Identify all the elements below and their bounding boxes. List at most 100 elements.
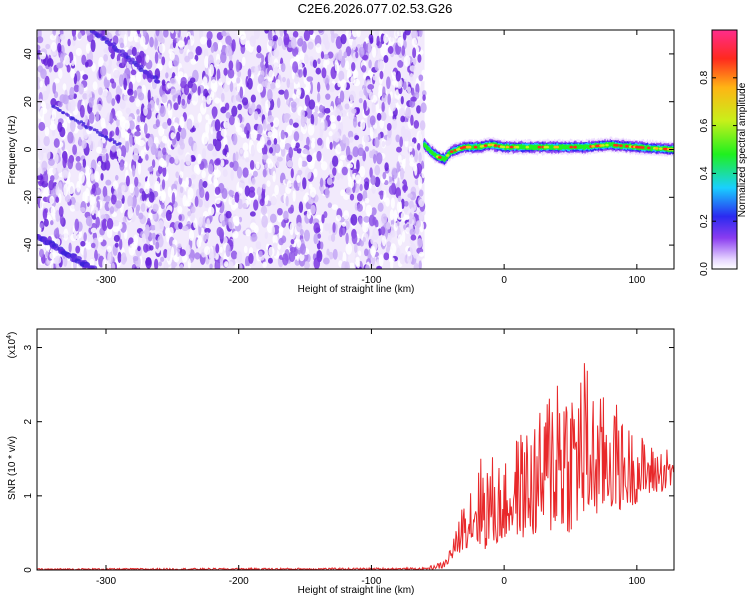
noise-blob [100,172,104,181]
noise-blob [87,167,92,176]
noise-blob [223,67,228,76]
noise-blob [243,150,249,160]
noise-blob [59,34,66,41]
noise-blob [225,111,231,119]
noise-blob [214,186,221,195]
noise-blob [330,105,334,113]
noise-blob [70,68,75,79]
x-tick-label: 0 [501,275,507,286]
noise-blob [167,103,171,116]
noise-blob [39,80,43,88]
noise-blob [368,214,376,227]
noise-blob [309,55,314,62]
noise-blob [282,253,289,266]
noise-blob [391,168,398,179]
noise-blob [324,222,330,232]
noise-blob [341,260,348,269]
noise-blob [223,121,229,130]
noise-blob [110,194,117,205]
noise-blob [84,61,89,68]
noise-blob [44,75,50,87]
noise-blob [333,131,341,143]
noise-blob [283,210,289,221]
noise-blob [228,101,233,110]
noise-blob [262,168,267,178]
noise-blob [191,92,199,106]
colorbar-tick-label: 0.4 [699,166,710,180]
noise-blob [202,76,208,87]
noise-blob [207,174,213,185]
noise-blob [291,103,297,113]
noise-blob [155,30,160,37]
noise-blob [418,152,422,163]
noise-blob [37,162,40,169]
noise-blob [329,82,335,93]
x-tick-label: -100 [361,576,381,587]
noise-blob [386,241,392,248]
noise-blob [382,171,387,180]
noise-blob [120,252,127,265]
noise-blob [391,118,398,130]
noise-blob [187,93,192,100]
noise-blob [294,72,299,85]
noise-blob [106,64,112,75]
noise-blob [241,97,249,106]
noise-blob [39,222,44,229]
noise-blob [396,220,400,227]
noise-blob [80,240,86,247]
noise-blob [250,129,258,141]
noise-blob [313,222,321,234]
noise-blob [241,56,246,67]
noise-blob [275,79,281,89]
noise-blob [280,129,285,141]
noise-blob [316,150,322,162]
noise-blob [351,61,356,72]
noise-blob [363,134,370,143]
noise-blob [412,163,417,172]
noise-blob [119,162,125,171]
noise-blob [215,53,221,67]
noise-blob [372,227,379,240]
noise-blob [341,166,348,176]
noise-blob [376,259,380,265]
noise-blob [137,115,141,123]
noise-blob [37,76,41,90]
noise-blob [234,191,240,204]
noise-blob [411,37,418,47]
noise-blob [390,101,397,112]
noise-blob [135,205,140,216]
noise-blob [307,123,315,136]
noise-blob [93,206,99,214]
noise-blob [388,36,395,46]
noise-blob [170,88,177,96]
noise-blob [277,36,283,47]
noise-blob [165,209,172,222]
noise-blob [238,216,243,223]
noise-blob [43,186,50,198]
streak-segment [119,49,126,54]
noise-blob [111,262,116,269]
noise-blob [268,69,275,82]
noise-blob [213,175,218,185]
noise-blob [48,179,55,191]
noise-blob [313,233,318,245]
noise-blob [302,177,307,190]
noise-blob [37,36,44,44]
noise-blob [98,236,104,243]
noise-blob [365,204,373,217]
y-tick-label: 3 [23,344,34,350]
noise-blob [355,256,360,263]
noise-blob [188,229,195,241]
noise-blob [363,215,370,223]
noise-blob [201,147,207,160]
noise-blob [340,34,347,45]
noise-blob [125,107,131,115]
noise-blob [335,172,341,180]
noise-blob [201,170,206,179]
noise-blob [393,209,398,222]
noise-blob [387,46,394,54]
noise-blob [273,48,280,58]
noise-blob [418,74,424,82]
noise-blob [140,53,145,67]
noise-blob [187,210,192,217]
